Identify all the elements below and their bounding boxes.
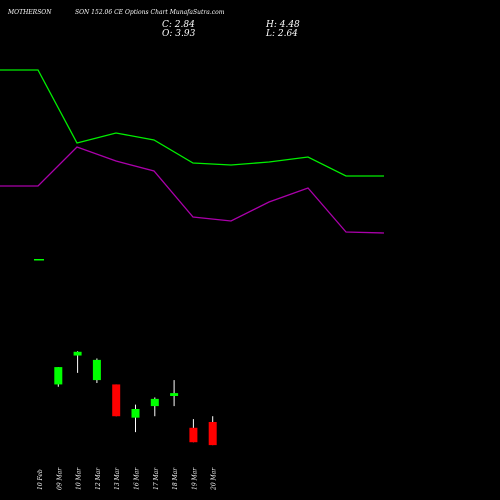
candle-body — [189, 427, 198, 443]
candle-body — [92, 359, 101, 381]
candles — [34, 259, 217, 446]
x-tick-label: 16 Mar — [134, 467, 141, 490]
x-tick-label: 12 Mar — [95, 467, 102, 490]
lower-indicator-line — [0, 146, 385, 234]
high-value: H: 4.48 — [266, 20, 300, 30]
candle — [208, 416, 217, 446]
candle — [34, 259, 44, 261]
candle-body — [73, 351, 82, 356]
x-axis-labels: 10 Feb 09 Mar 10 Mar 12 Mar 13 Mar 16 Mar 17 M… — [37, 467, 218, 491]
candle — [150, 397, 159, 417]
candle-body — [208, 421, 217, 446]
chart-subtitle: SON 152.06 CE Options Chart MunafaSutra.… — [75, 9, 225, 16]
x-tick-label: 10 Feb — [37, 469, 44, 490]
candle — [170, 380, 179, 407]
candle — [92, 358, 101, 383]
indicator-lines — [0, 69, 385, 234]
candle — [189, 419, 198, 443]
x-tick-label: 09 Mar — [56, 467, 63, 490]
x-tick-label: 17 Mar — [153, 467, 160, 490]
candle-body — [54, 367, 63, 385]
chart-symbol: MOTHERSON — [8, 9, 52, 16]
low-value: L: 2.64 — [266, 29, 298, 39]
x-tick-label: 20 Mar — [211, 467, 218, 491]
candle-body — [34, 259, 44, 261]
upper-indicator-line — [0, 69, 384, 177]
x-tick-label: 19 Mar — [191, 467, 198, 490]
candle-body — [131, 408, 140, 418]
candle-body — [150, 398, 159, 407]
candle-body — [170, 393, 179, 396]
close-value: C: 2.84 — [162, 20, 195, 30]
x-tick-label: 10 Mar — [76, 467, 83, 490]
x-tick-label: 13 Mar — [114, 467, 121, 490]
candle — [73, 351, 82, 373]
candle — [131, 404, 140, 433]
open-value: O: 3.93 — [162, 29, 196, 39]
candle — [112, 384, 121, 417]
candle — [54, 367, 63, 387]
x-tick-label: 18 Mar — [172, 467, 179, 490]
candle-body — [112, 384, 121, 417]
